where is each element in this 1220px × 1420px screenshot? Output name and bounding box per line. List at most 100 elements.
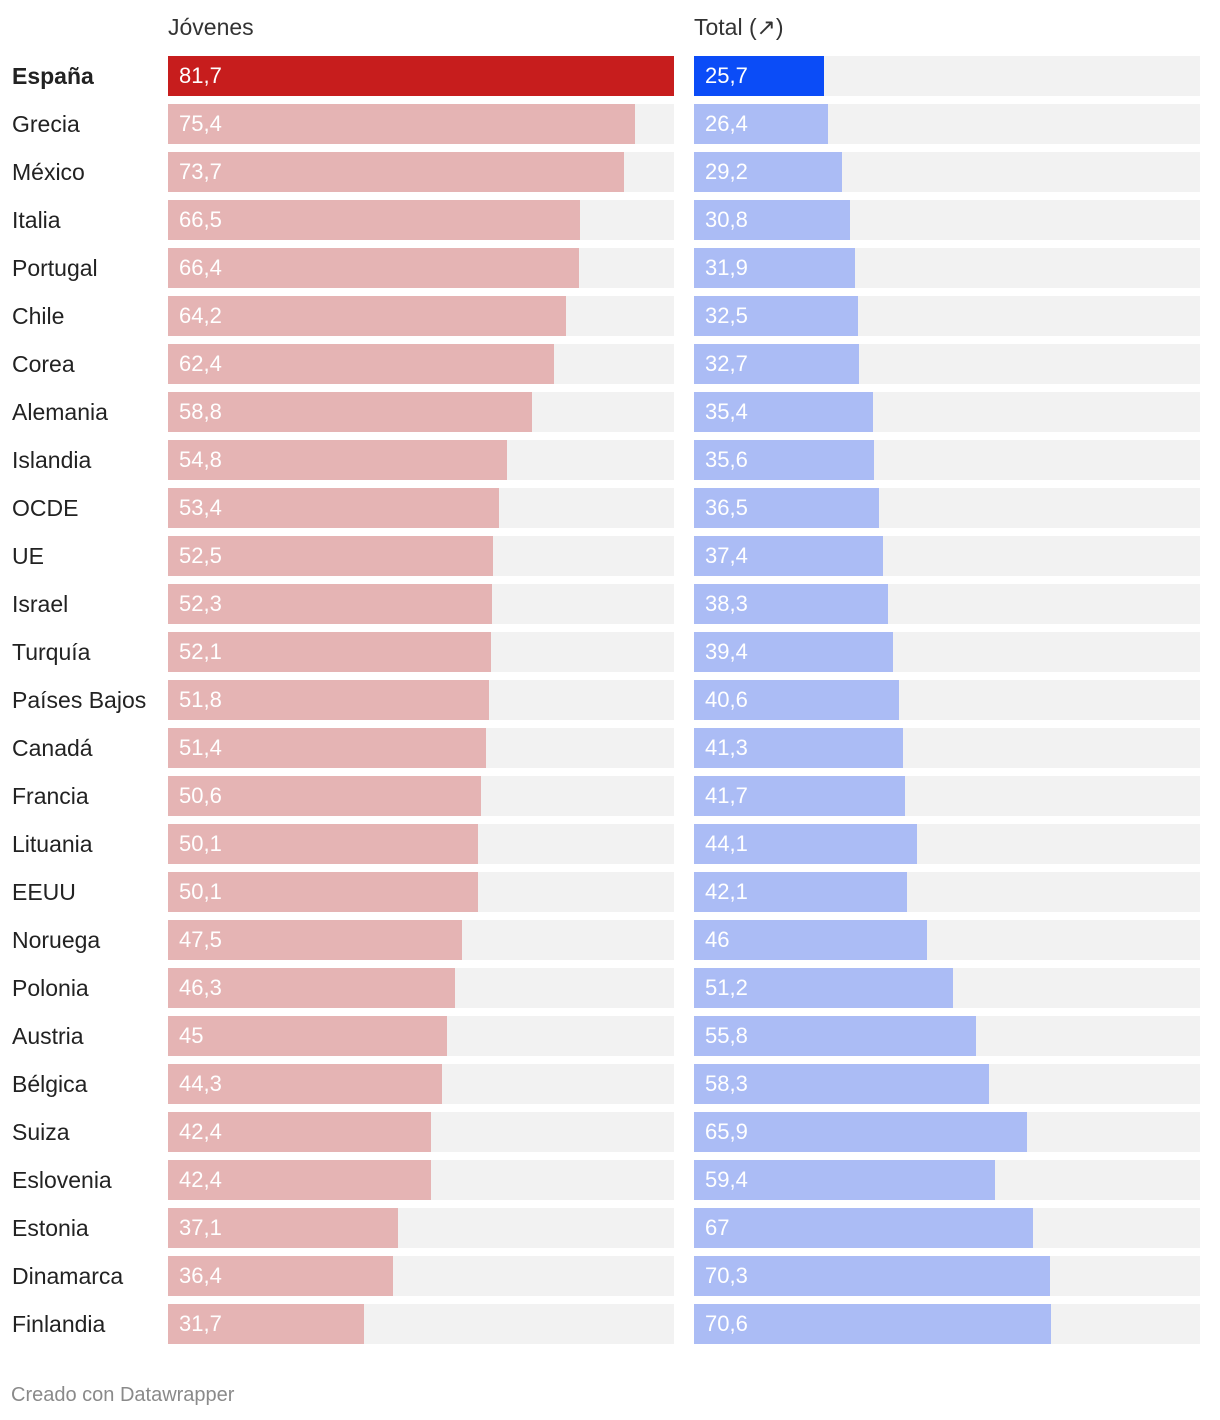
jovenes-bar-track: 51,4 (168, 728, 674, 768)
table-row: Portugal 66,4 31,9 (0, 248, 1220, 288)
jovenes-bar-track: 42,4 (168, 1160, 674, 1200)
jovenes-bar-track: 54,8 (168, 440, 674, 480)
total-bar (694, 1160, 995, 1200)
jovenes-value-label: 66,5 (179, 207, 222, 232)
country-label: México (12, 159, 85, 185)
total-bar (694, 488, 879, 528)
total-bar-track: 35,4 (694, 392, 1200, 432)
country-label: OCDE (12, 495, 79, 521)
total-bar (694, 344, 860, 384)
country-label: Dinamarca (12, 1263, 124, 1289)
jovenes-value-label: 52,1 (179, 639, 222, 664)
table-row: Francia 50,6 41,7 (0, 776, 1220, 816)
total-bar (694, 1016, 977, 1056)
total-value-label: 35,4 (705, 399, 748, 424)
total-value-label: 36,5 (705, 495, 748, 520)
jovenes-bar (168, 776, 482, 816)
jovenes-bar-track: 53,4 (168, 488, 674, 528)
table-row: Dinamarca 36,4 70,3 (0, 1256, 1220, 1296)
jovenes-bar (168, 56, 674, 96)
total-bar (694, 968, 954, 1008)
jovenes-bar-track: 50,6 (168, 776, 674, 816)
jovenes-value-label: 44,3 (179, 1071, 222, 1096)
table-row: Italia 66,5 30,8 (0, 200, 1220, 240)
jovenes-value-label: 50,1 (179, 831, 222, 856)
total-bar (694, 1304, 1052, 1344)
jovenes-value-label: 81,7 (179, 63, 222, 88)
total-bar-track: 41,7 (694, 776, 1200, 816)
column-header-total[interactable]: Total (↗) (694, 14, 784, 40)
jovenes-bar-track: 81,7 (168, 56, 674, 96)
total-bar-track: 39,4 (694, 632, 1200, 672)
total-bar (694, 1064, 989, 1104)
jovenes-value-label: 52,3 (179, 591, 222, 616)
total-bar (694, 1112, 1028, 1152)
table-row: EEUU 50,1 42,1 (0, 872, 1220, 912)
country-label: Estonia (12, 1215, 89, 1241)
datawrapper-credit[interactable]: Creado con Datawrapper (11, 1384, 235, 1406)
total-bar-track: 40,6 (694, 680, 1200, 720)
total-bar-track: 32,7 (694, 344, 1200, 384)
total-bar (694, 56, 825, 96)
country-label: Bélgica (12, 1071, 88, 1097)
table-row: Chile 64,2 32,5 (0, 296, 1220, 336)
jovenes-value-label: 75,4 (179, 111, 222, 136)
country-label: EEUU (12, 879, 76, 905)
jovenes-bar (168, 344, 555, 384)
country-label: Polonia (12, 975, 89, 1001)
jovenes-bar-track: 64,2 (168, 296, 674, 336)
total-bar (694, 248, 856, 288)
jovenes-bar (168, 104, 635, 144)
jovenes-bar (168, 1016, 447, 1056)
total-value-label: 31,9 (705, 255, 748, 280)
total-value-label: 30,8 (705, 207, 748, 232)
jovenes-bar-track: 66,5 (168, 200, 674, 240)
country-label: Países Bajos (12, 687, 147, 713)
total-bar (694, 776, 905, 816)
jovenes-bar-track: 50,1 (168, 824, 674, 864)
total-bar (694, 1208, 1034, 1248)
jovenes-bar (168, 920, 463, 960)
total-bar-track: 46 (694, 920, 1200, 960)
table-row: Canadá 51,4 41,3 (0, 728, 1220, 768)
total-bar (694, 296, 859, 336)
total-value-label: 46 (705, 927, 730, 952)
jovenes-value-label: 50,6 (179, 783, 222, 808)
jovenes-bar (168, 584, 492, 624)
total-value-label: 41,7 (705, 783, 748, 808)
country-label: Canadá (12, 735, 93, 761)
total-bar-track: 70,6 (694, 1304, 1200, 1344)
jovenes-value-label: 52,5 (179, 543, 222, 568)
country-label: Eslovenia (12, 1167, 112, 1193)
total-bar-track: 67 (694, 1208, 1200, 1248)
table-row: Austria 45 55,8 (0, 1016, 1220, 1056)
jovenes-value-label: 31,7 (179, 1311, 222, 1336)
country-label: Finlandia (12, 1311, 106, 1337)
jovenes-bar (168, 248, 580, 288)
total-value-label: 29,2 (705, 159, 748, 184)
total-bar (694, 1256, 1050, 1296)
jovenes-bar-track: 66,4 (168, 248, 674, 288)
table-row: Bélgica 44,3 58,3 (0, 1064, 1220, 1104)
total-bar-track: 38,3 (694, 584, 1200, 624)
total-value-label: 35,6 (705, 447, 748, 472)
jovenes-bar-track: 44,3 (168, 1064, 674, 1104)
total-bar (694, 440, 875, 480)
table-row: Suiza 42,4 65,9 (0, 1112, 1220, 1152)
country-label: Austria (12, 1023, 84, 1049)
total-bar-track: 26,4 (694, 104, 1200, 144)
table-row: Países Bajos 51,8 40,6 (0, 680, 1220, 720)
country-label: Turquía (12, 639, 91, 665)
total-value-label: 51,2 (705, 975, 748, 1000)
total-value-label: 32,7 (705, 351, 748, 376)
total-bar (694, 392, 874, 432)
jovenes-bar-track: 51,8 (168, 680, 674, 720)
table-row: Islandia 54,8 35,6 (0, 440, 1220, 480)
total-value-label: 58,3 (705, 1071, 748, 1096)
total-value-label: 59,4 (705, 1167, 748, 1192)
country-label: España (12, 63, 94, 89)
jovenes-bar-track: 47,5 (168, 920, 674, 960)
total-value-label: 65,9 (705, 1119, 748, 1144)
total-value-label: 42,1 (705, 879, 748, 904)
jovenes-bar (168, 200, 580, 240)
